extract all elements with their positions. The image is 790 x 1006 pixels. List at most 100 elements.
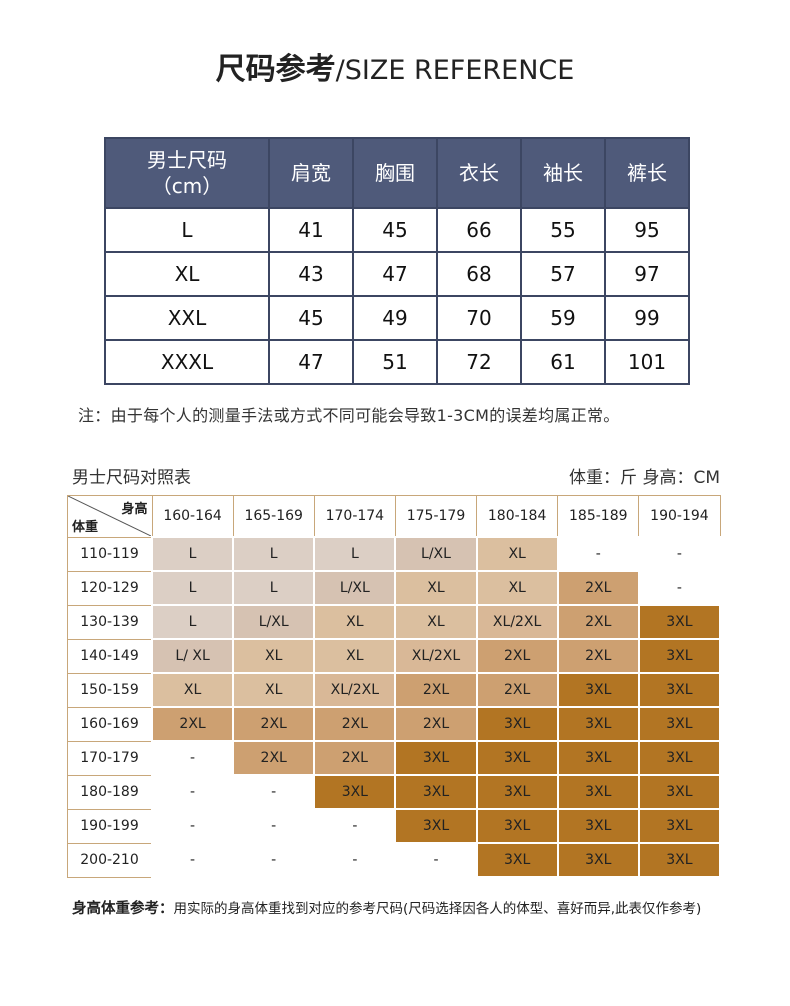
weight-range-header: 130-139: [67, 604, 153, 640]
size-recommendation-cell: -: [150, 774, 235, 810]
corner-height-label: 身高: [121, 502, 148, 517]
size-value-cell: 99: [604, 295, 690, 341]
size-recommendation-cell: -: [637, 536, 722, 572]
height-range-header: 175-179: [394, 495, 478, 538]
size-recommendation-cell: XL: [475, 570, 559, 606]
weight-range-header: 160-169: [67, 706, 153, 742]
size-recommendation-cell: L/XL: [313, 570, 397, 606]
size-recommendation-cell: 2XL: [556, 570, 640, 606]
size-value-cell: 57: [520, 251, 606, 297]
size-recommendation-cell: 2XL: [394, 706, 478, 742]
size-recommendation-cell: XL: [313, 604, 397, 640]
size-recommendation-cell: 2XL: [232, 740, 316, 776]
size-value-cell: 49: [352, 295, 438, 341]
size-value-cell: 45: [268, 295, 354, 341]
weight-row: 150-159 XL XL XL/2XL 2XL 2XL 3XL 3XL: [67, 672, 722, 708]
size-value-cell: 47: [352, 251, 438, 297]
weight-row: 110-119 L L L L/XL XL - -: [67, 536, 722, 572]
size-recommendation-cell: 2XL: [232, 706, 316, 742]
size-recommendation-cell: 3XL: [556, 740, 640, 776]
size-label-cell: XL: [104, 251, 270, 297]
size-recommendation-cell: -: [232, 774, 316, 810]
size-recommendation-cell: XL: [232, 638, 316, 674]
size-recommendation-cell: 3XL: [556, 774, 640, 810]
size-header-cell: 肩宽: [268, 137, 354, 209]
size-table-body: L 41 45 66 55 95 XL 43 47 68 57 97 XXL 45 49 70 59 99 XXXL…: [104, 207, 690, 385]
size-recommendation-cell: XL: [150, 672, 235, 708]
size-recommendation-cell: 3XL: [637, 604, 722, 640]
height-header-row: 身高 体重 160-164 165-169 170-174 175-179 180-18…: [67, 495, 721, 538]
size-row: XXXL 47 51 72 61 101: [104, 339, 690, 385]
weight-row: 190-199- - -3XL 3XL 3XL 3XL: [67, 808, 722, 844]
size-value-cell: 51: [352, 339, 438, 385]
size-recommendation-cell: -: [232, 842, 316, 878]
size-recommendation-cell: -: [394, 842, 478, 878]
size-value-cell: 68: [436, 251, 522, 297]
size-recommendation-cell: -: [313, 808, 397, 844]
size-value-cell: 61: [520, 339, 606, 385]
size-recommendation-cell: 3XL: [556, 672, 640, 708]
size-value-cell: 45: [352, 207, 438, 253]
size-recommendation-cell: XL: [394, 604, 478, 640]
height-range-header: 180-184: [476, 495, 559, 538]
size-value-cell: 59: [520, 295, 606, 341]
size-recommendation-cell: 2XL: [556, 638, 640, 674]
size-row: XXL 45 49 70 59 99: [104, 295, 690, 341]
size-recommendation-cell: 3XL: [475, 740, 559, 776]
size-value-cell: 72: [436, 339, 522, 385]
size-recommendation-cell: 2XL: [313, 706, 397, 742]
size-recommendation-cell: -: [150, 808, 235, 844]
chart-body: 110-119 L L L L/XL XL - -120-129 L L L/XL XL XL 2XL -1…: [67, 536, 722, 878]
size-recommendation-cell: L/XL: [232, 604, 316, 640]
size-value-cell: 97: [604, 251, 690, 297]
size-recommendation-cell: L: [313, 536, 397, 572]
size-recommendation-cell: 2XL: [475, 638, 559, 674]
size-value-cell: 101: [604, 339, 690, 385]
size-recommendation-cell: L: [150, 536, 235, 572]
size-recommendation-cell: 3XL: [637, 774, 722, 810]
chart-title: 男士尺码对照表: [72, 468, 191, 488]
weight-row: 170-179-2XL 2XL 3XL 3XL 3XL 3XL: [67, 740, 722, 776]
size-header-cell: 衣长: [436, 137, 522, 209]
corner-cell: 身高 体重: [67, 495, 153, 538]
size-recommendation-cell: L: [232, 570, 316, 606]
size-recommendation-cell: L: [150, 570, 235, 606]
size-recommendation-cell: 3XL: [556, 808, 640, 844]
weight-range-header: 150-159: [67, 672, 153, 708]
size-recommendation-cell: L/XL: [394, 536, 478, 572]
size-recommendation-cell: 2XL: [150, 706, 235, 742]
weight-range-header: 120-129: [67, 570, 153, 606]
size-table: 男士尺码 （cm） 肩宽 胸围 衣长 袖长 裤长 L 41 45 66 55 95 XL 43 47 68 5…: [104, 137, 690, 385]
footnote-text: 用实际的身高体重找到对应的参考尺码(尺码选择因各人的体型、喜好而异,此表仅作参考…: [173, 901, 702, 917]
size-row: XL 43 47 68 57 97: [104, 251, 690, 297]
size-recommendation-cell: 2XL: [394, 672, 478, 708]
weight-range-header: 200-210: [67, 842, 153, 878]
size-header-cell: 袖长: [520, 137, 606, 209]
chart-unit-label: 体重：斤 身高：CM: [569, 468, 720, 488]
page-title: 尺码参考/SIZE REFERENCE: [0, 44, 790, 88]
weight-row: 130-139 L L/XL XL XL XL/2XL 2XL 3XL: [67, 604, 722, 640]
size-value-cell: 66: [436, 207, 522, 253]
size-recommendation-cell: 3XL: [556, 842, 640, 878]
size-header-cell: 裤长: [604, 137, 690, 209]
size-value-cell: 47: [268, 339, 354, 385]
weight-range-header: 190-199: [67, 808, 153, 844]
title-chinese: 尺码参考: [215, 52, 336, 87]
size-row: L 41 45 66 55 95: [104, 207, 690, 253]
size-chart-table: 身高 体重 160-164 165-169 170-174 175-179 180-18…: [67, 495, 722, 878]
size-recommendation-cell: XL/2XL: [475, 604, 559, 640]
size-recommendation-cell: L/ XL: [150, 638, 235, 674]
size-header-cell: 男士尺码 （cm）: [104, 137, 270, 209]
height-range-header: 160-164: [151, 495, 234, 538]
size-recommendation-cell: 3XL: [637, 706, 722, 742]
size-recommendation-cell: -: [232, 808, 316, 844]
size-recommendation-cell: 3XL: [475, 808, 559, 844]
height-range-header: 190-194: [638, 495, 721, 538]
size-recommendation-cell: 2XL: [556, 604, 640, 640]
size-table-header: 男士尺码 （cm） 肩宽 胸围 衣长 袖长 裤长: [104, 137, 690, 209]
size-recommendation-cell: 2XL: [313, 740, 397, 776]
size-recommendation-cell: 3XL: [313, 774, 397, 810]
size-recommendation-cell: 3XL: [394, 740, 478, 776]
size-recommendation-cell: -: [313, 842, 397, 878]
size-value-cell: 41: [268, 207, 354, 253]
